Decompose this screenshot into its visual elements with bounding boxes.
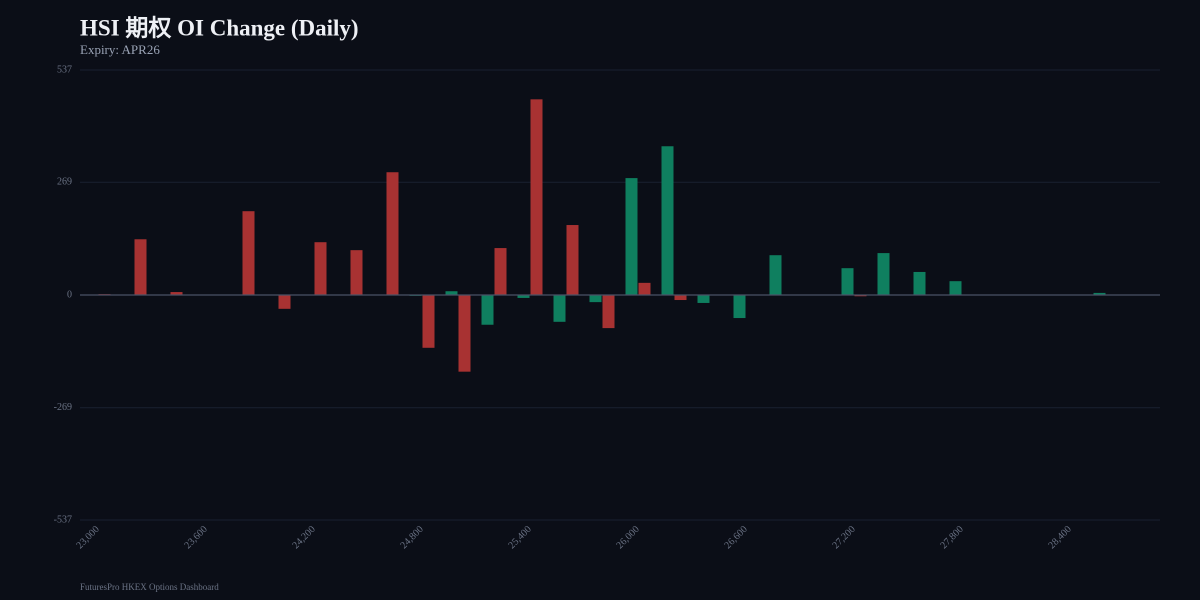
chart-subtitle: Expiry: APR26 — [80, 42, 160, 57]
bar — [1093, 292, 1106, 295]
bar — [458, 295, 471, 372]
bar — [661, 146, 674, 295]
bar — [877, 253, 890, 295]
bar — [841, 268, 854, 295]
bar — [913, 271, 926, 295]
bar — [494, 248, 507, 295]
bar — [134, 239, 147, 295]
bar — [422, 295, 435, 348]
footer: FuturesPro HKEX Options Dashboard — [80, 582, 219, 592]
bar — [566, 225, 579, 295]
bar — [242, 211, 255, 295]
chart-title: HSI 期权 OI Change (Daily) — [80, 15, 359, 40]
bar — [445, 291, 458, 295]
bar — [625, 178, 638, 295]
bar — [170, 292, 183, 295]
bar — [674, 295, 687, 301]
bar — [602, 295, 615, 329]
bar — [481, 295, 494, 325]
bar — [949, 281, 962, 295]
bar — [386, 172, 399, 295]
y-tick-label: -269 — [54, 402, 72, 413]
bar — [854, 295, 867, 297]
bar — [553, 295, 566, 322]
y-tick-label: -537 — [54, 514, 72, 525]
y-tick-label: 0 — [67, 289, 72, 300]
bar — [733, 295, 746, 319]
bar — [314, 242, 327, 295]
bar — [517, 295, 530, 298]
bar — [350, 250, 363, 295]
bar — [530, 99, 543, 295]
bar — [697, 295, 710, 303]
bar — [589, 295, 602, 303]
y-tick-label: 537 — [57, 64, 72, 75]
bar — [638, 282, 651, 295]
y-tick-label: 269 — [57, 177, 72, 188]
bar — [278, 295, 291, 309]
bar — [769, 255, 782, 295]
